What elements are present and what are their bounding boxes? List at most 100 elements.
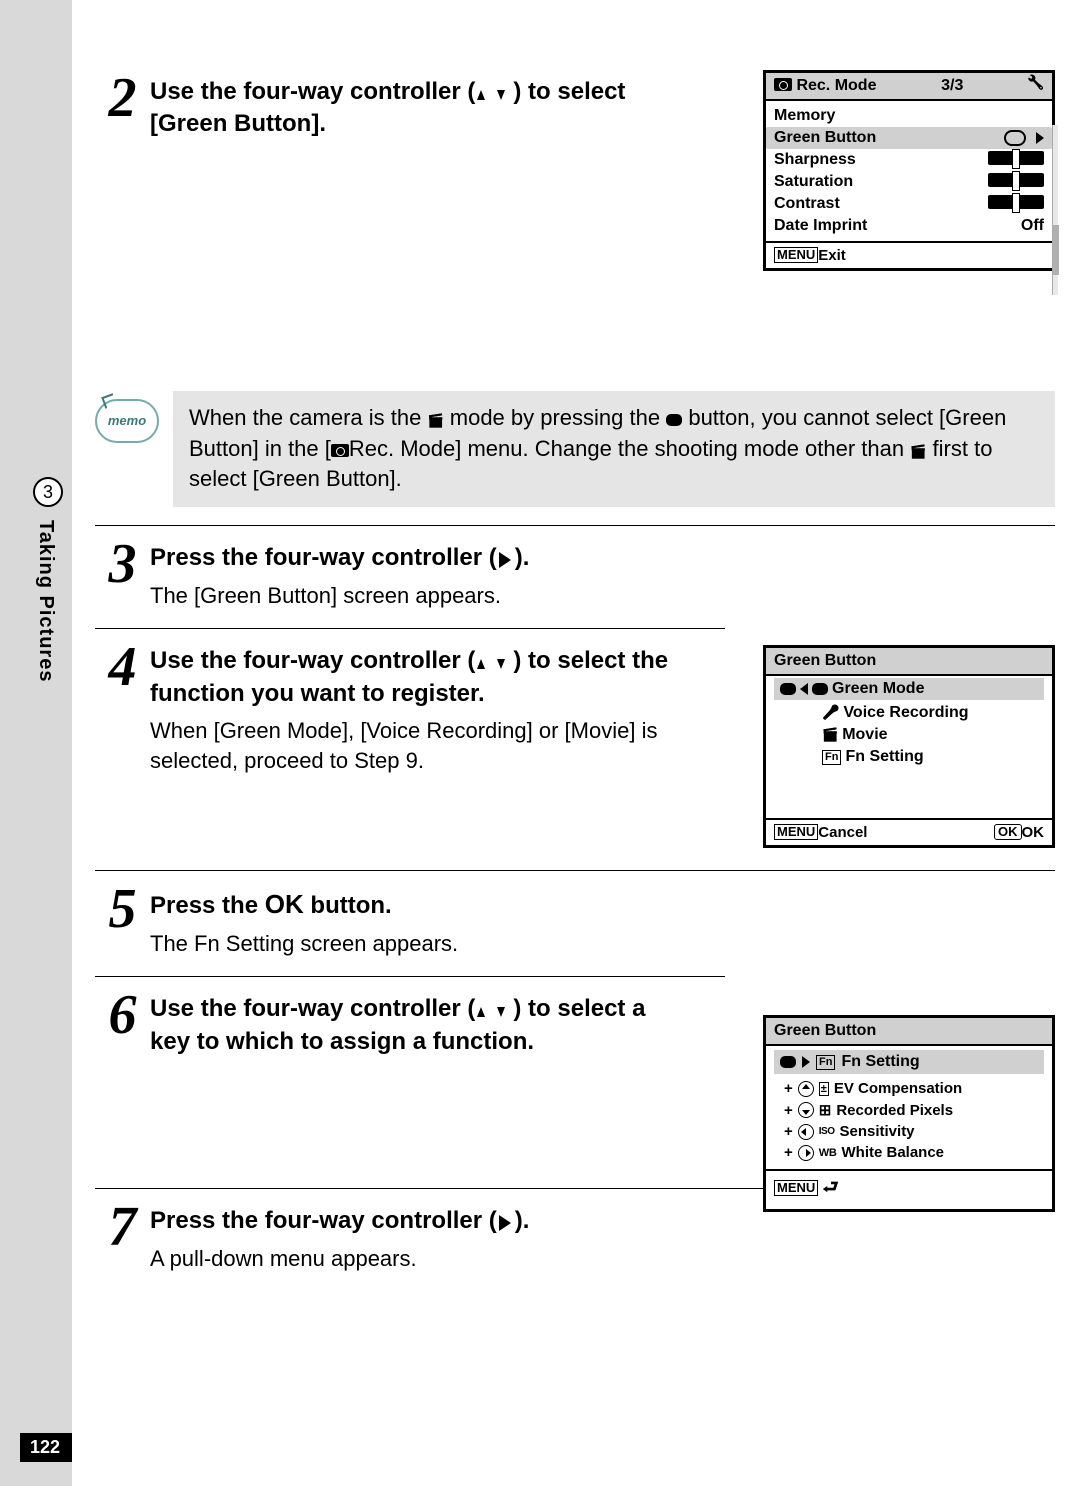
t: When the camera is the xyxy=(189,405,427,430)
green-button-icon xyxy=(780,683,796,695)
left-arrow-icon xyxy=(800,683,808,695)
ok-icon: OK xyxy=(994,824,1022,840)
movie-icon xyxy=(910,436,926,461)
memo: memo When the camera is the mode by pres… xyxy=(95,391,1055,507)
left-icon xyxy=(798,1124,814,1140)
slider-icon xyxy=(988,173,1044,187)
menu-icon: MENU xyxy=(774,1180,818,1196)
page-indicator: 3/3 xyxy=(941,77,963,95)
right-icon xyxy=(798,1145,814,1161)
t: Fn Setting xyxy=(845,748,923,766)
t: Rec. Mode] menu. Change the shooting mod… xyxy=(349,436,910,461)
t: ). xyxy=(515,1207,530,1234)
ok-label: OK xyxy=(265,889,304,919)
right-arrow-icon xyxy=(1036,132,1044,144)
pixels-icon xyxy=(819,1101,832,1119)
t: Exit xyxy=(818,247,846,264)
fn-icon: Fn xyxy=(816,1055,835,1070)
memo-text: When the camera is the mode by pressing … xyxy=(173,391,1055,507)
step-number: 7 xyxy=(95,1199,150,1273)
t: Green Button xyxy=(774,652,876,670)
row-wb: + WBWhite Balance xyxy=(766,1142,1052,1163)
row-ev: + ±EV Compensation xyxy=(766,1078,1052,1099)
t: OK xyxy=(1022,824,1045,841)
row-date: Date Imprint xyxy=(774,217,867,235)
step-5: 5 Press the OK button. The Fn Setting sc… xyxy=(95,881,1055,958)
memo-badge: memo xyxy=(95,399,159,443)
movie-icon xyxy=(822,726,838,744)
right-icon xyxy=(499,552,513,568)
lcd-header: Green Button xyxy=(766,1018,1052,1046)
row-fn-setting: Fn Fn Setting xyxy=(774,1050,1044,1074)
t: Press the four-way controller ( xyxy=(150,1207,497,1234)
step-body-text: When [Green Mode], [Voice Recording] or … xyxy=(150,716,685,775)
row-movie: Movie xyxy=(766,724,1052,746)
up-down-icon xyxy=(477,84,511,102)
step-title: Use the four-way controller () to select… xyxy=(150,645,685,710)
wrench-icon xyxy=(1028,77,1044,93)
t: Green Button xyxy=(774,1022,876,1040)
step-number: 5 xyxy=(95,881,150,958)
up-icon xyxy=(798,1081,814,1097)
t: Green Mode xyxy=(832,680,924,698)
t: Cancel xyxy=(818,824,867,841)
sidebar: 3 Taking Pictures 122 xyxy=(0,0,72,1486)
movie-icon xyxy=(427,405,443,430)
green-button-icon xyxy=(780,1056,796,1068)
lcd-green-button-select: Green Button Green Mode Voice Recording … xyxy=(763,645,1055,848)
lcd-header: Green Button xyxy=(766,648,1052,676)
fn-icon: Fn xyxy=(822,750,841,765)
lcd-body: Memory Green Button Sharpness Saturation… xyxy=(766,101,1052,241)
row-iso: + ISOSensitivity xyxy=(766,1121,1052,1142)
t: Press the xyxy=(150,892,265,919)
t: Voice Recording xyxy=(843,704,968,722)
menu-icon: MENU xyxy=(774,247,818,263)
step-number: 3 xyxy=(95,536,150,610)
section-title: Taking Pictures xyxy=(34,520,57,682)
row-sharpness: Sharpness xyxy=(774,151,856,169)
green-button-icon xyxy=(666,414,682,426)
slider-icon xyxy=(988,151,1044,165)
step-number: 4 xyxy=(95,639,150,775)
green-indicator-icon xyxy=(1004,130,1026,146)
return-icon: ⮐ xyxy=(822,1177,838,1197)
up-down-icon xyxy=(477,1001,511,1019)
t: button. xyxy=(304,892,392,919)
step-body-text: The [Green Button] screen appears. xyxy=(150,581,1055,611)
chapter-badge: 3 xyxy=(33,477,63,507)
t: ). xyxy=(515,544,530,571)
lcd-footer: MENUExit xyxy=(766,241,1052,268)
camera-icon xyxy=(331,444,349,457)
slider-icon xyxy=(988,195,1044,209)
scrollbar xyxy=(1052,125,1058,295)
t: Use the four-way controller ( xyxy=(150,647,475,674)
row-fn: Fn Fn Setting xyxy=(766,746,1052,768)
t: Press the four-way controller ( xyxy=(150,544,497,571)
step-body-text: The Fn Setting screen appears. xyxy=(150,929,1055,959)
lcd-rec-mode: Rec. Mode 3/3 Memory Green Button Sharpn… xyxy=(763,70,1055,271)
lcd-fn-setting: Green Button Fn Fn Setting + ±EV Compens… xyxy=(763,1015,1055,1212)
row-memory: Memory xyxy=(774,107,835,125)
t: Movie xyxy=(842,726,887,744)
iso-icon: ISO xyxy=(819,1126,835,1137)
step-body-text: A pull-down menu appears. xyxy=(150,1244,1055,1274)
mic-icon xyxy=(822,704,839,722)
t: Fn Setting xyxy=(841,1053,919,1071)
row-green-button: Green Button xyxy=(766,127,1052,149)
t: EV Compensation xyxy=(834,1080,962,1097)
content: 2 Use the four-way controller () to sele… xyxy=(95,70,1055,1283)
step-3: 3 Press the four-way controller (). The … xyxy=(95,536,1055,610)
step-number: 2 xyxy=(95,70,150,141)
off-label: Off xyxy=(1021,217,1044,235)
ev-icon: ± xyxy=(819,1082,829,1096)
lcd-footer: MENU ⮐ xyxy=(766,1169,1052,1209)
green-mode-icon xyxy=(812,683,828,695)
t: mode by pressing the xyxy=(444,405,667,430)
row-voice: Voice Recording xyxy=(766,702,1052,724)
camera-icon xyxy=(774,78,792,91)
row-saturation: Saturation xyxy=(774,173,853,191)
row-contrast: Contrast xyxy=(774,195,840,213)
t: Use the four-way controller ( xyxy=(150,78,475,105)
wb-icon: WB xyxy=(819,1147,837,1159)
right-icon xyxy=(499,1215,513,1231)
